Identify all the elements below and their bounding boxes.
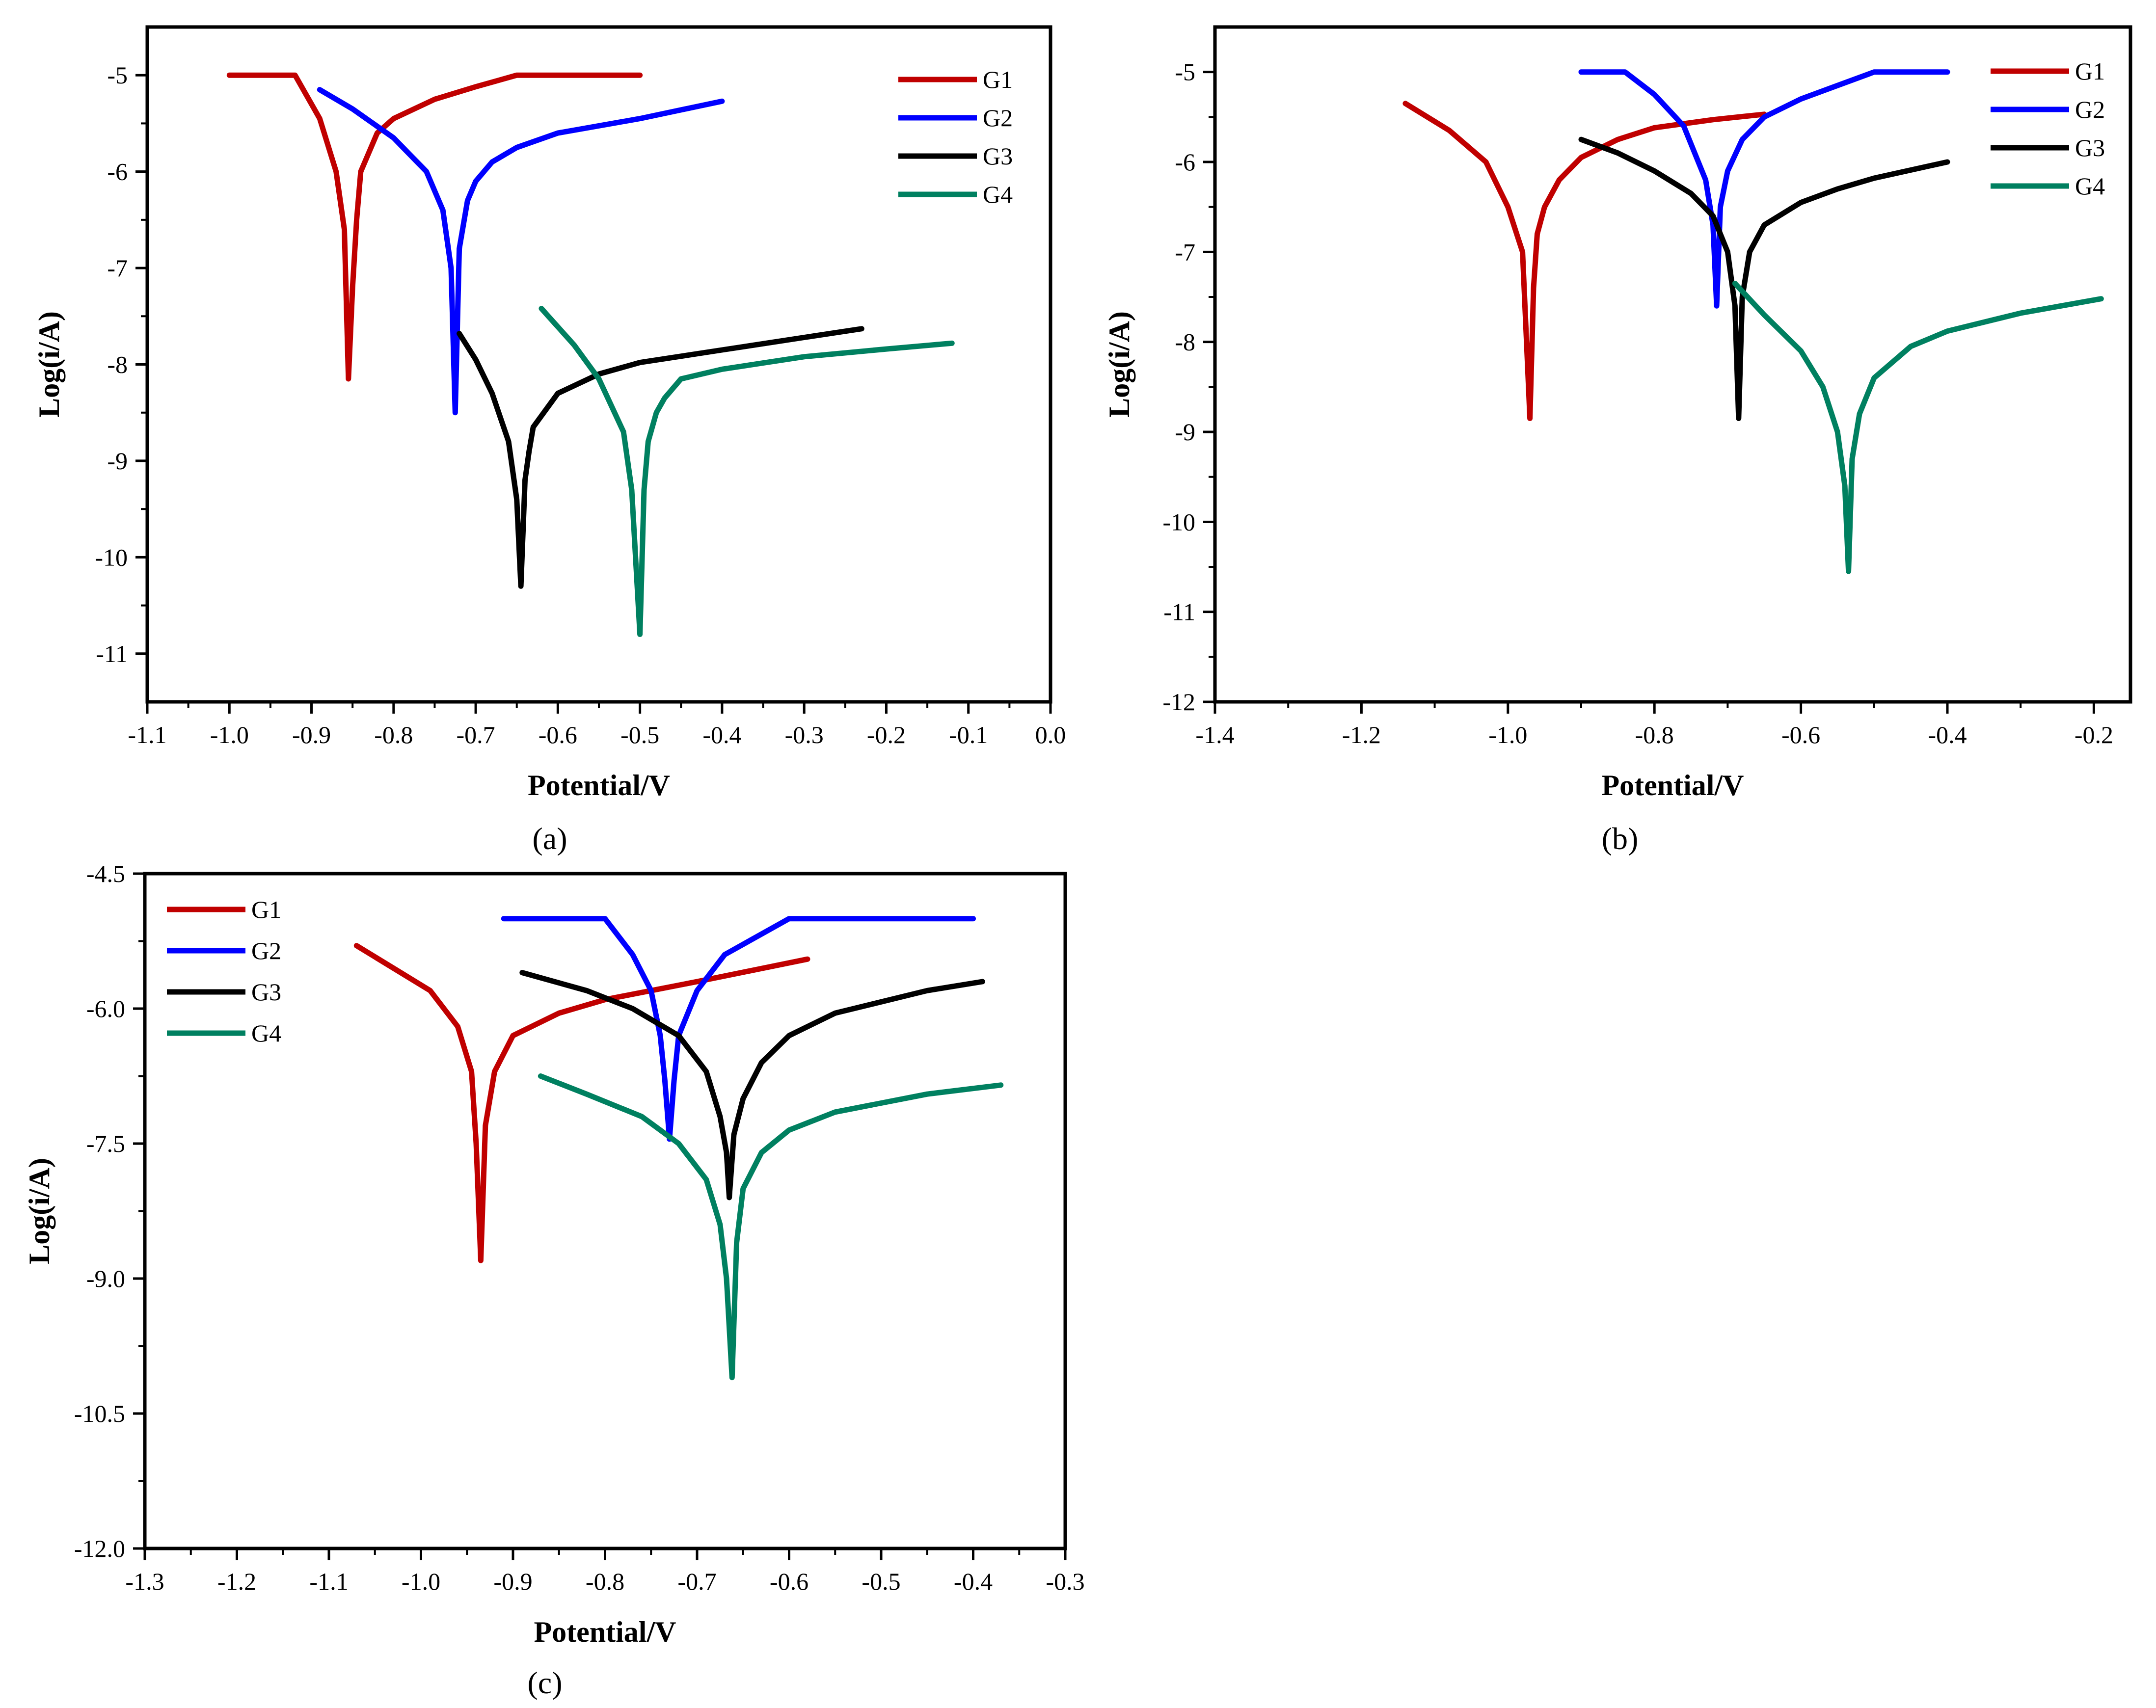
x-tick-label: -1.2: [1342, 721, 1381, 748]
series-line-G2: [501, 916, 976, 1142]
legend-label-G2: G2: [2075, 96, 2105, 123]
x-tick-label: -0.7: [677, 1568, 716, 1595]
x-axis-label: Potential/V: [528, 769, 670, 801]
y-tick-label: -8: [107, 351, 128, 378]
legend-label-G4: G4: [983, 181, 1013, 208]
x-tick-label: -1.0: [402, 1568, 440, 1595]
x-tick-label: -0.5: [620, 721, 659, 748]
legend-label-G1: G1: [251, 896, 281, 923]
y-tick-label: -9: [107, 447, 128, 475]
x-tick-label: -0.4: [702, 721, 741, 748]
x-tick-label: -0.2: [867, 721, 906, 748]
x-tick-label: -0.8: [586, 1568, 624, 1595]
series-line-G1: [226, 72, 643, 382]
legend-label-G3: G3: [251, 978, 281, 1006]
x-tick-label: -0.8: [1635, 721, 1674, 748]
legend-label-G4: G4: [251, 1019, 281, 1047]
series-line-G3: [1578, 136, 1950, 421]
x-tick-label: -1.2: [217, 1568, 256, 1595]
x-tick-label: -1.1: [128, 721, 166, 748]
chart-panel-b: -1.4 -1.2 -1.0 -0.8 -0.6 -0.4 -0.2 -12 -11 -10 -9 -…: [1103, 25, 2132, 856]
y-tick-label: -6: [1175, 148, 1195, 176]
x-tick-label: -0.9: [292, 721, 331, 748]
x-axis-label: Potential/V: [534, 1616, 676, 1648]
x-tick-label: -1.1: [309, 1568, 348, 1595]
x-axis-label: Potential/V: [1602, 769, 1744, 801]
y-tick-label: -11: [1163, 598, 1195, 626]
x-tick-label: -0.3: [1046, 1568, 1084, 1595]
y-tick-label: -10.5: [74, 1400, 125, 1427]
legend: G1 G2 G3 G4: [1991, 57, 2105, 200]
panel-caption: (a): [532, 821, 567, 856]
plot-frame: [143, 872, 1067, 1550]
x-tick-label: -0.3: [785, 721, 824, 748]
series-line-G4: [539, 306, 955, 637]
x-tick-label: -1.0: [210, 721, 249, 748]
x-tick-label: -1.0: [1488, 721, 1527, 748]
y-tick-label: -5: [1175, 58, 1195, 86]
series-line-G4: [538, 1073, 1004, 1381]
x-tick-label: -0.6: [770, 1568, 808, 1595]
chart-panel-c: -1.3 -1.2 -1.1 -1.0 -0.9 -0.8 -0.7 -0.6 -0.5 -0.4…: [23, 860, 1085, 1700]
x-tick-label: -0.2: [2075, 721, 2113, 748]
y-tick-label: -5: [107, 61, 128, 89]
x-tick-label: -0.9: [493, 1568, 532, 1595]
y-tick-label: -4.5: [86, 860, 125, 887]
y-tick-label: -9.0: [86, 1265, 125, 1292]
series-line-G1: [353, 943, 810, 1263]
legend-label-G3: G3: [983, 142, 1013, 170]
legend-label-G4: G4: [2075, 172, 2105, 200]
x-tick-label: -0.7: [457, 721, 495, 748]
x-tick-label: -0.5: [862, 1568, 900, 1595]
x-tick-label: -0.6: [539, 721, 577, 748]
series-line-G1: [1402, 101, 1767, 421]
y-axis-label: Log(i/A): [33, 311, 65, 418]
panel-caption: (b): [1602, 821, 1639, 856]
y-tick-label: -7: [1175, 238, 1195, 266]
y-axis-label: Log(i/A): [1103, 311, 1135, 418]
x-tick-label: -0.4: [954, 1568, 993, 1595]
series-line-G3: [519, 970, 985, 1201]
y-tick-label: -7: [107, 254, 128, 282]
series-line-G4: [1732, 281, 2104, 574]
series-group: [353, 916, 1004, 1381]
series-group: [1402, 69, 2104, 574]
y-tick-label: -9: [1175, 418, 1195, 446]
y-tick-label: -12: [1162, 688, 1195, 716]
y-axis-label: Log(i/A): [23, 1158, 55, 1264]
x-tick-label: -0.8: [374, 721, 413, 748]
x-tick-label: -1.4: [1195, 721, 1234, 748]
series-line-G3: [457, 326, 864, 589]
y-tick-label: -7.5: [86, 1130, 125, 1157]
y-tick-label: -11: [96, 640, 128, 667]
x-tick-label: -1.3: [125, 1568, 164, 1595]
legend-label-G1: G1: [983, 66, 1013, 93]
series-group: [226, 72, 955, 637]
legend: G1 G2 G3 G4: [167, 896, 281, 1047]
y-tick-label: -6.0: [86, 995, 125, 1022]
y-tick-label: -10: [1162, 508, 1195, 535]
chart-panel-a: -1.1 -1.0 -0.9 -0.8 -0.7 -0.6 -0.5 -0.4 -0.3 -0.2…: [33, 25, 1066, 856]
x-tick-label: 0.0: [1035, 721, 1066, 748]
x-tick-label: -0.6: [1781, 721, 1820, 748]
legend: G1 G2 G3 G4: [898, 66, 1013, 208]
plot-frame: [1213, 25, 2132, 704]
x-tick-label: -0.1: [949, 721, 988, 748]
series-line-G2: [317, 87, 725, 416]
y-tick-label: -8: [1175, 328, 1195, 356]
y-tick-label: -6: [107, 158, 128, 186]
y-tick-label: -10: [95, 543, 128, 571]
legend-label-G3: G3: [2075, 134, 2105, 161]
legend-label-G2: G2: [983, 104, 1013, 132]
panel-caption: (c): [527, 1665, 562, 1700]
series-line-G2: [1578, 69, 1950, 309]
legend-label-G1: G1: [2075, 57, 2105, 85]
legend-label-G2: G2: [251, 937, 281, 964]
y-tick-label: -12.0: [74, 1535, 125, 1562]
x-tick-label: -0.4: [1928, 721, 1967, 748]
